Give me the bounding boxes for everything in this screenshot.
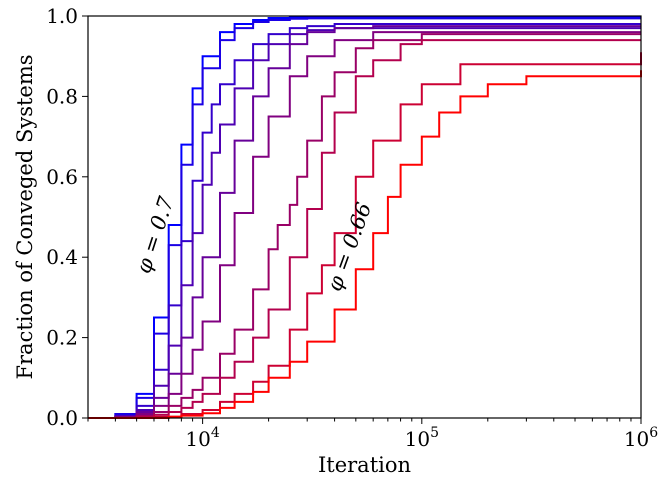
y-tick-label: 0.8: [46, 84, 78, 108]
series-line-10: [88, 70, 642, 419]
y-tick-label: 0.2: [46, 326, 78, 350]
series-line-8: [88, 39, 641, 419]
y-tick-label: 0.0: [46, 406, 78, 430]
x-axis-label: Iteration: [318, 453, 411, 477]
series-line-9: [88, 52, 642, 419]
y-axis-label: Fraction of Conveged Systems: [13, 54, 37, 379]
series-line-7: [88, 33, 641, 419]
x-tick-label: 106: [624, 425, 658, 451]
y-tick-label: 1.0: [46, 4, 78, 28]
x-tick-label: 105: [405, 425, 439, 451]
y-tick-label: 0.6: [46, 165, 78, 189]
y-tick-label: 0.4: [46, 245, 78, 269]
x-tick-label: 104: [185, 425, 219, 451]
series-layer: [88, 15, 642, 419]
ticks-layer: 0.0 0.2 0.4 0.6 0.8 1.0 104 105 106: [46, 4, 658, 451]
plot-frame: [87, 15, 642, 419]
